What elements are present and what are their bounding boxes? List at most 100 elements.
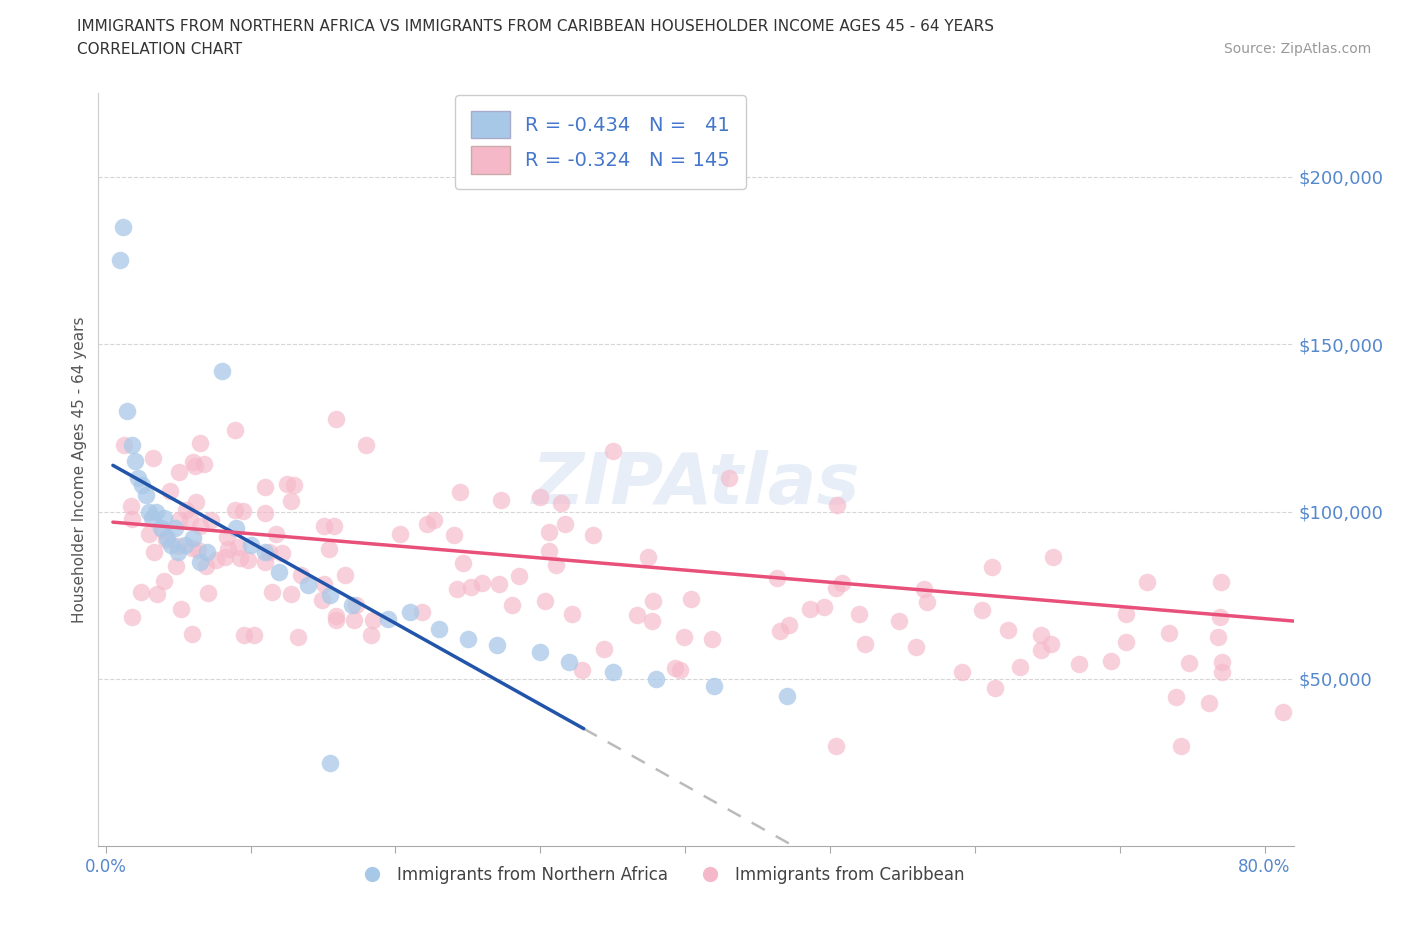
Legend: Immigrants from Northern Africa, Immigrants from Caribbean: Immigrants from Northern Africa, Immigra… xyxy=(349,859,972,891)
Point xyxy=(558,655,581,670)
Point xyxy=(643,593,665,608)
Point xyxy=(108,253,131,268)
Point xyxy=(264,527,287,542)
Point xyxy=(325,411,347,426)
Point xyxy=(287,630,309,644)
Point xyxy=(297,578,319,592)
Point xyxy=(280,493,302,508)
Point xyxy=(912,582,935,597)
Point xyxy=(423,512,446,527)
Point xyxy=(529,489,551,504)
Point xyxy=(1042,550,1064,565)
Point xyxy=(917,595,939,610)
Point xyxy=(593,642,616,657)
Point xyxy=(813,599,835,614)
Point xyxy=(1101,653,1123,668)
Point xyxy=(238,552,260,567)
Point xyxy=(399,604,422,619)
Point xyxy=(1008,659,1031,674)
Point xyxy=(311,592,333,607)
Text: ZIPAtlas: ZIPAtlas xyxy=(531,450,860,519)
Point xyxy=(290,568,312,583)
Point xyxy=(664,660,686,675)
Point xyxy=(561,606,583,621)
Point xyxy=(314,518,336,533)
Point xyxy=(602,665,624,680)
Point xyxy=(181,627,204,642)
Point xyxy=(508,568,530,583)
Point xyxy=(188,435,211,450)
Point xyxy=(637,550,659,565)
Point xyxy=(181,454,204,469)
Point xyxy=(799,601,821,616)
Point xyxy=(160,538,183,552)
Point xyxy=(155,533,177,548)
Point xyxy=(360,628,382,643)
Point xyxy=(280,586,302,601)
Point xyxy=(537,525,560,539)
Point xyxy=(488,577,510,591)
Point xyxy=(700,631,723,646)
Point xyxy=(117,404,139,418)
Point xyxy=(1040,637,1063,652)
Point xyxy=(112,219,135,234)
Point xyxy=(848,606,870,621)
Point xyxy=(242,627,264,642)
Text: Source: ZipAtlas.com: Source: ZipAtlas.com xyxy=(1223,42,1371,56)
Point xyxy=(167,464,190,479)
Point xyxy=(1136,574,1159,589)
Point xyxy=(446,581,468,596)
Point xyxy=(153,574,176,589)
Point xyxy=(1178,656,1201,671)
Point xyxy=(260,585,283,600)
Point xyxy=(211,364,233,379)
Point xyxy=(127,471,149,485)
Point xyxy=(186,495,208,510)
Point xyxy=(205,552,228,567)
Point xyxy=(411,605,433,620)
Point xyxy=(672,630,695,644)
Point xyxy=(318,541,340,556)
Point xyxy=(335,567,357,582)
Point xyxy=(775,688,797,703)
Point xyxy=(225,521,247,536)
Point xyxy=(997,622,1019,637)
Point xyxy=(537,544,560,559)
Point xyxy=(356,437,378,452)
Point xyxy=(232,504,254,519)
Point xyxy=(501,597,523,612)
Text: CORRELATION CHART: CORRELATION CHART xyxy=(77,42,242,57)
Point xyxy=(179,512,201,526)
Point xyxy=(344,598,367,613)
Point xyxy=(112,438,135,453)
Point xyxy=(1164,690,1187,705)
Point xyxy=(972,603,994,618)
Point xyxy=(121,512,143,526)
Point xyxy=(1211,654,1233,669)
Point xyxy=(904,639,927,654)
Point xyxy=(135,487,157,502)
Point xyxy=(950,665,973,680)
Point xyxy=(1198,696,1220,711)
Point xyxy=(717,471,740,485)
Point xyxy=(415,517,437,532)
Point xyxy=(319,588,342,603)
Point xyxy=(195,544,218,559)
Point xyxy=(544,558,567,573)
Point xyxy=(138,526,160,541)
Point xyxy=(138,504,160,519)
Point xyxy=(582,527,605,542)
Point xyxy=(187,542,209,557)
Point xyxy=(165,559,187,574)
Point xyxy=(145,504,167,519)
Point xyxy=(1206,630,1229,644)
Point xyxy=(645,671,668,686)
Point xyxy=(981,560,1004,575)
Point xyxy=(174,538,197,552)
Point xyxy=(451,555,474,570)
Point xyxy=(253,505,276,520)
Point xyxy=(343,613,366,628)
Point xyxy=(253,554,276,569)
Point xyxy=(1272,705,1295,720)
Y-axis label: Householder Income Ages 45 - 64 years: Householder Income Ages 45 - 64 years xyxy=(72,316,87,623)
